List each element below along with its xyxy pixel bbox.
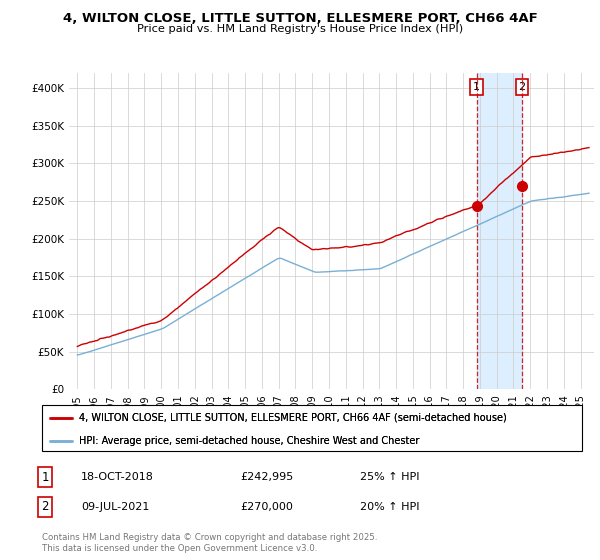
Text: HPI: Average price, semi-detached house, Cheshire West and Chester: HPI: Average price, semi-detached house,… bbox=[79, 436, 419, 446]
Text: 18-OCT-2018: 18-OCT-2018 bbox=[81, 472, 154, 482]
Text: 2: 2 bbox=[518, 82, 526, 92]
Text: 09-JUL-2021: 09-JUL-2021 bbox=[81, 502, 149, 512]
Text: 25% ↑ HPI: 25% ↑ HPI bbox=[360, 472, 419, 482]
Text: £242,995: £242,995 bbox=[240, 472, 293, 482]
Text: 1: 1 bbox=[473, 82, 480, 92]
Text: 1: 1 bbox=[41, 470, 49, 484]
Text: Contains HM Land Registry data © Crown copyright and database right 2025.
This d: Contains HM Land Registry data © Crown c… bbox=[42, 533, 377, 553]
Text: HPI: Average price, semi-detached house, Cheshire West and Chester: HPI: Average price, semi-detached house,… bbox=[79, 436, 419, 446]
Text: 4, WILTON CLOSE, LITTLE SUTTON, ELLESMERE PORT, CH66 4AF (semi-detached house): 4, WILTON CLOSE, LITTLE SUTTON, ELLESMER… bbox=[79, 413, 506, 423]
Text: 4, WILTON CLOSE, LITTLE SUTTON, ELLESMERE PORT, CH66 4AF (semi-detached house): 4, WILTON CLOSE, LITTLE SUTTON, ELLESMER… bbox=[79, 413, 506, 423]
Text: £270,000: £270,000 bbox=[240, 502, 293, 512]
Bar bbox=[476, 73, 522, 389]
Text: Price paid vs. HM Land Registry's House Price Index (HPI): Price paid vs. HM Land Registry's House … bbox=[137, 24, 463, 34]
Text: 20% ↑ HPI: 20% ↑ HPI bbox=[360, 502, 419, 512]
Text: 4, WILTON CLOSE, LITTLE SUTTON, ELLESMERE PORT, CH66 4AF: 4, WILTON CLOSE, LITTLE SUTTON, ELLESMER… bbox=[62, 12, 538, 25]
Text: 2: 2 bbox=[41, 500, 49, 514]
